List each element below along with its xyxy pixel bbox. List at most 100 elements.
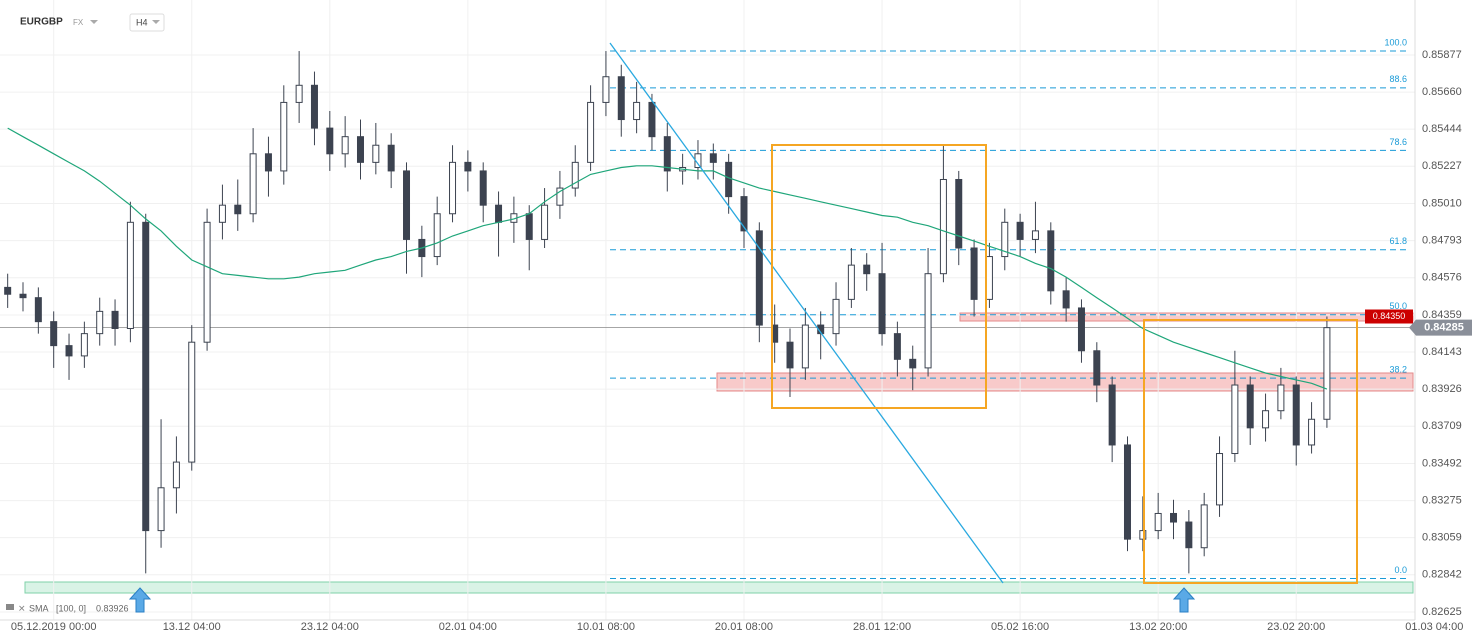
range-box <box>1143 319 1358 584</box>
candle-body <box>1031 230 1039 240</box>
candle-body <box>111 310 119 329</box>
candle-body <box>264 153 272 172</box>
candle-body <box>1108 384 1116 446</box>
candle-body <box>142 221 150 532</box>
candle-body <box>633 101 641 121</box>
candle-body <box>571 161 579 189</box>
candle-body <box>1170 512 1178 523</box>
candle-body <box>356 136 364 163</box>
candle-body <box>372 144 380 163</box>
candle-body <box>403 170 411 240</box>
y-tick-label: 0.82625 <box>1422 606 1462 618</box>
candle-body <box>801 324 809 369</box>
candle-body <box>1077 307 1085 352</box>
candle-body <box>985 256 993 300</box>
x-tick-label: 05.02 16:00 <box>991 621 1049 633</box>
y-tick-label: 0.84576 <box>1422 272 1462 284</box>
y-tick-label: 0.83492 <box>1422 457 1462 469</box>
timeframe-button[interactable] <box>129 13 165 32</box>
x-tick-label: 13.02 20:00 <box>1129 621 1187 633</box>
fib-label: 50.0 <box>1389 301 1407 311</box>
last-price-label: 0.84285 <box>1424 322 1464 334</box>
y-tick-label: 0.83275 <box>1422 495 1462 507</box>
y-tick-label: 0.84793 <box>1422 235 1462 247</box>
candle-body <box>755 230 763 326</box>
fib-label: 88.6 <box>1389 74 1407 84</box>
y-tick-label: 0.85010 <box>1422 197 1462 209</box>
arrow-up <box>1172 587 1196 613</box>
candle-body <box>249 153 257 215</box>
candle-body <box>34 297 42 323</box>
y-tick-label: 0.83709 <box>1422 420 1462 432</box>
plot <box>4 51 1331 574</box>
last-price-tag <box>1409 319 1472 336</box>
candle-body <box>218 204 226 223</box>
y-tick-label: 0.83926 <box>1422 383 1462 395</box>
candle-body <box>157 487 165 532</box>
candle-body <box>1047 230 1055 292</box>
candle-body <box>924 273 932 369</box>
header: EURGBP FX H4 <box>20 13 165 32</box>
candle-body <box>479 170 487 206</box>
legend-value: 0.83926 <box>96 603 129 613</box>
x-tick-label: 01.03 04:00 <box>1405 621 1463 633</box>
x-tick-label: 05.12.2019 00:00 <box>11 621 97 633</box>
y-tick-label: 0.83059 <box>1422 532 1462 544</box>
y-tick-label: 0.85444 <box>1422 123 1462 135</box>
y-tick-label: 0.85227 <box>1422 160 1462 172</box>
candle-body <box>786 341 794 369</box>
x-tick-label: 23.02 20:00 <box>1267 621 1325 633</box>
candle-body <box>1139 530 1147 540</box>
candle-body <box>970 247 978 300</box>
candle-body <box>847 264 855 300</box>
range-box <box>771 144 987 409</box>
candle-body <box>525 213 533 240</box>
x-tick-label: 23.12 04:00 <box>301 621 359 633</box>
x-tick-label: 13.12 04:00 <box>163 621 221 633</box>
candle-body <box>65 345 73 357</box>
candle-body <box>556 187 564 206</box>
timeframe[interactable]: H4 <box>136 17 148 27</box>
candle-body <box>203 221 211 343</box>
fib-label: 38.2 <box>1389 365 1407 375</box>
candle-body <box>1262 410 1270 429</box>
y-tick-label: 0.85660 <box>1422 86 1462 98</box>
candle-body <box>188 341 196 463</box>
candle-body <box>1093 350 1101 386</box>
candle-body <box>295 84 303 103</box>
arrow-up <box>128 587 152 613</box>
candle-body <box>939 178 947 275</box>
y-tick-label: 0.82842 <box>1422 569 1462 581</box>
x-tick-label: 20.01 08:00 <box>715 621 773 633</box>
x-tick-label: 28.01 12:00 <box>853 621 911 633</box>
trend-line <box>609 42 1004 584</box>
candle-body <box>449 161 457 215</box>
candle-body <box>4 286 12 295</box>
candle-body <box>310 84 318 129</box>
candle-body <box>602 76 610 103</box>
indicator-legend: ✕ SMA [100, 0] 0.83926 <box>6 603 129 613</box>
candle-body <box>909 358 917 369</box>
symbol: EURGBP <box>20 17 63 28</box>
candle-body <box>725 161 733 198</box>
candle-body <box>1062 290 1070 309</box>
legend-icon[interactable] <box>6 604 14 610</box>
candle-body <box>326 127 334 155</box>
price-tag-label: 0.84350 <box>1373 311 1406 321</box>
dropdown-caret[interactable] <box>152 20 160 24</box>
candle-body <box>1216 453 1224 506</box>
candle-body <box>863 264 871 275</box>
candle-body <box>1231 384 1239 455</box>
candle-body <box>433 213 441 258</box>
candle-body <box>832 298 840 335</box>
dropdown-caret[interactable] <box>90 20 98 24</box>
y-tick-label: 0.84143 <box>1422 346 1462 358</box>
legend-close[interactable]: ✕ <box>18 603 26 613</box>
candle-body <box>495 204 503 223</box>
drawings-top <box>0 0 1416 621</box>
candle-body <box>541 204 549 240</box>
candle-body <box>955 178 963 249</box>
candle-body <box>1308 418 1316 446</box>
